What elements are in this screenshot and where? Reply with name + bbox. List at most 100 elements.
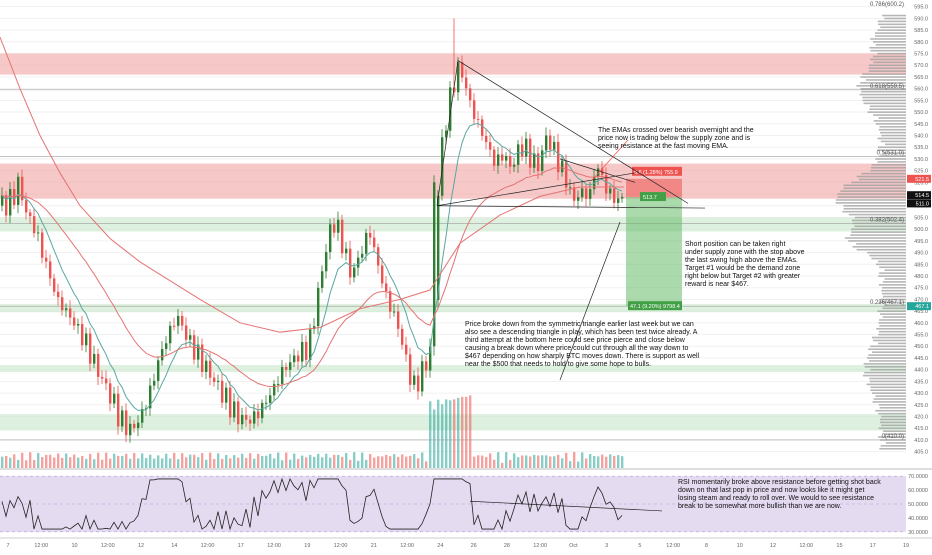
volume-bar	[389, 456, 392, 468]
candle-body	[137, 422, 140, 429]
volume-bar	[217, 453, 220, 468]
volume-profile-bar	[878, 275, 906, 277]
candle-body	[53, 278, 56, 292]
candle-body	[341, 219, 344, 254]
volume-bar	[449, 400, 452, 468]
volume-profile-bar	[851, 181, 906, 184]
volume-bar	[61, 457, 64, 468]
candle-body	[345, 248, 348, 254]
candle-body	[65, 308, 68, 311]
volume-profile-bar	[883, 152, 906, 154]
volume-bar	[253, 458, 256, 468]
volume-profile-bar	[840, 190, 906, 192]
rsi-tick-label: 70.0000	[908, 474, 928, 480]
volume-profile-bar	[879, 406, 906, 409]
supply-zone	[0, 163, 906, 199]
volume-bar	[541, 455, 544, 468]
candle-body	[525, 138, 528, 157]
volume-bar	[545, 455, 548, 468]
candle-body	[301, 341, 304, 362]
candle-body	[397, 311, 400, 329]
target-zone	[626, 197, 682, 307]
volume-bar	[621, 456, 624, 468]
volume-profile-bar	[848, 240, 906, 242]
trendline	[436, 172, 636, 207]
candle-body	[185, 325, 188, 340]
volume-bar	[593, 456, 596, 468]
volume-bar	[125, 453, 128, 468]
price-tag-bg	[907, 174, 931, 183]
candle-body	[561, 160, 564, 173]
volume-profile-bar	[837, 193, 906, 195]
candle-body	[413, 375, 416, 385]
stop-label-bg	[632, 166, 682, 176]
volume-bar	[193, 454, 196, 468]
candle-body	[481, 119, 484, 136]
volume-profile-bar	[878, 404, 906, 406]
volume-bar	[113, 453, 116, 468]
candle-body	[569, 187, 572, 189]
volume-bar	[209, 452, 212, 468]
volume-bar	[221, 458, 224, 468]
volume-profile-bar	[881, 292, 906, 295]
volume-profile-bar	[881, 134, 906, 137]
short-position-tool: 6.6 (1.28%) 755.9 513.7 47.1 (9.20%) 9798.…	[626, 166, 682, 311]
volume-bar	[89, 453, 92, 468]
volume-bar	[21, 452, 24, 468]
volume-bar	[361, 452, 364, 468]
volume-bar	[497, 452, 500, 468]
fib-label: 0.382(502.4)	[870, 218, 904, 224]
price-tick-label: 560.0	[914, 87, 928, 93]
volume-profile-bar	[875, 395, 906, 397]
candle-body	[45, 257, 48, 262]
volume-profile-bar	[851, 231, 906, 233]
trendline	[436, 60, 459, 206]
candle-body	[57, 291, 60, 298]
volume-bar	[597, 456, 600, 468]
candle-body	[49, 261, 52, 279]
volume-profile-bar	[856, 175, 906, 178]
candle-body	[285, 366, 288, 370]
volume-profile-bar	[851, 219, 906, 222]
price-tick-label: 585.0	[914, 28, 928, 34]
volume-profile-bar	[866, 383, 906, 386]
price-tick-label: 435.0	[914, 379, 928, 385]
volume-profile-bar	[856, 85, 906, 87]
volume-bar	[589, 454, 592, 468]
candle-body	[297, 355, 300, 362]
candle-body	[189, 335, 192, 340]
volume-bar	[181, 453, 184, 468]
candle-body	[289, 362, 292, 370]
volume-bar	[553, 456, 556, 468]
candle-body	[353, 267, 356, 278]
volume-bar	[105, 452, 108, 468]
candle-body	[205, 360, 208, 372]
candle-body	[221, 380, 224, 403]
candle-body	[293, 355, 296, 363]
price-tick-label: 450.0	[914, 344, 928, 350]
price-tick-label: 565.0	[914, 75, 928, 81]
candle-body	[581, 188, 584, 198]
volume-bar	[177, 459, 180, 468]
volume-profile-bar	[879, 325, 906, 327]
candle-body	[441, 137, 444, 196]
volume-profile-bar	[868, 67, 906, 70]
volume-profile-bar	[882, 14, 906, 17]
volume-profile-bar	[873, 339, 906, 342]
volume-profile-bar	[870, 345, 906, 348]
candle-body	[201, 344, 204, 372]
volume-profile-bar	[884, 17, 906, 20]
volume-bar	[121, 455, 124, 468]
candle-body	[113, 393, 116, 404]
volume-profile-bar	[879, 330, 906, 333]
candle-body	[381, 265, 384, 284]
candle-body	[157, 360, 160, 381]
volume-bar	[485, 457, 488, 468]
volume-bar	[557, 454, 560, 468]
volume-profile-bar	[854, 216, 906, 219]
volume-bar	[533, 454, 536, 468]
trendline	[559, 221, 621, 381]
volume-bar	[349, 459, 352, 468]
candle-body	[541, 150, 544, 172]
volume-profile-bar	[878, 333, 906, 336]
